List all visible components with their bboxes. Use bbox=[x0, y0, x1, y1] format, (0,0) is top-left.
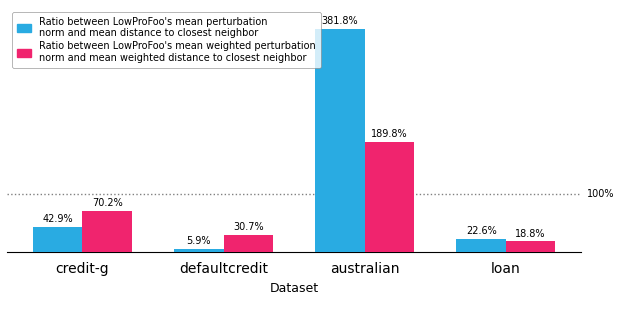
Bar bbox=[33, 227, 83, 252]
Bar bbox=[174, 249, 223, 252]
Bar bbox=[456, 239, 506, 252]
Text: 42.9%: 42.9% bbox=[42, 214, 73, 224]
Bar bbox=[506, 241, 556, 252]
Text: 22.6%: 22.6% bbox=[466, 226, 497, 236]
Bar bbox=[223, 235, 273, 252]
Bar bbox=[316, 29, 365, 252]
Text: 100%: 100% bbox=[587, 189, 614, 199]
Text: 189.8%: 189.8% bbox=[371, 129, 408, 139]
Text: 381.8%: 381.8% bbox=[322, 16, 358, 26]
Bar bbox=[83, 212, 132, 252]
Legend: Ratio between LowProFoo's mean perturbation
norm and mean distance to closest ne: Ratio between LowProFoo's mean perturbat… bbox=[12, 12, 321, 68]
Text: 30.7%: 30.7% bbox=[233, 222, 264, 232]
Text: 18.8%: 18.8% bbox=[515, 228, 546, 239]
X-axis label: Dataset: Dataset bbox=[269, 282, 319, 295]
Bar bbox=[365, 142, 414, 252]
Text: 5.9%: 5.9% bbox=[187, 236, 211, 246]
Text: 70.2%: 70.2% bbox=[92, 198, 122, 208]
